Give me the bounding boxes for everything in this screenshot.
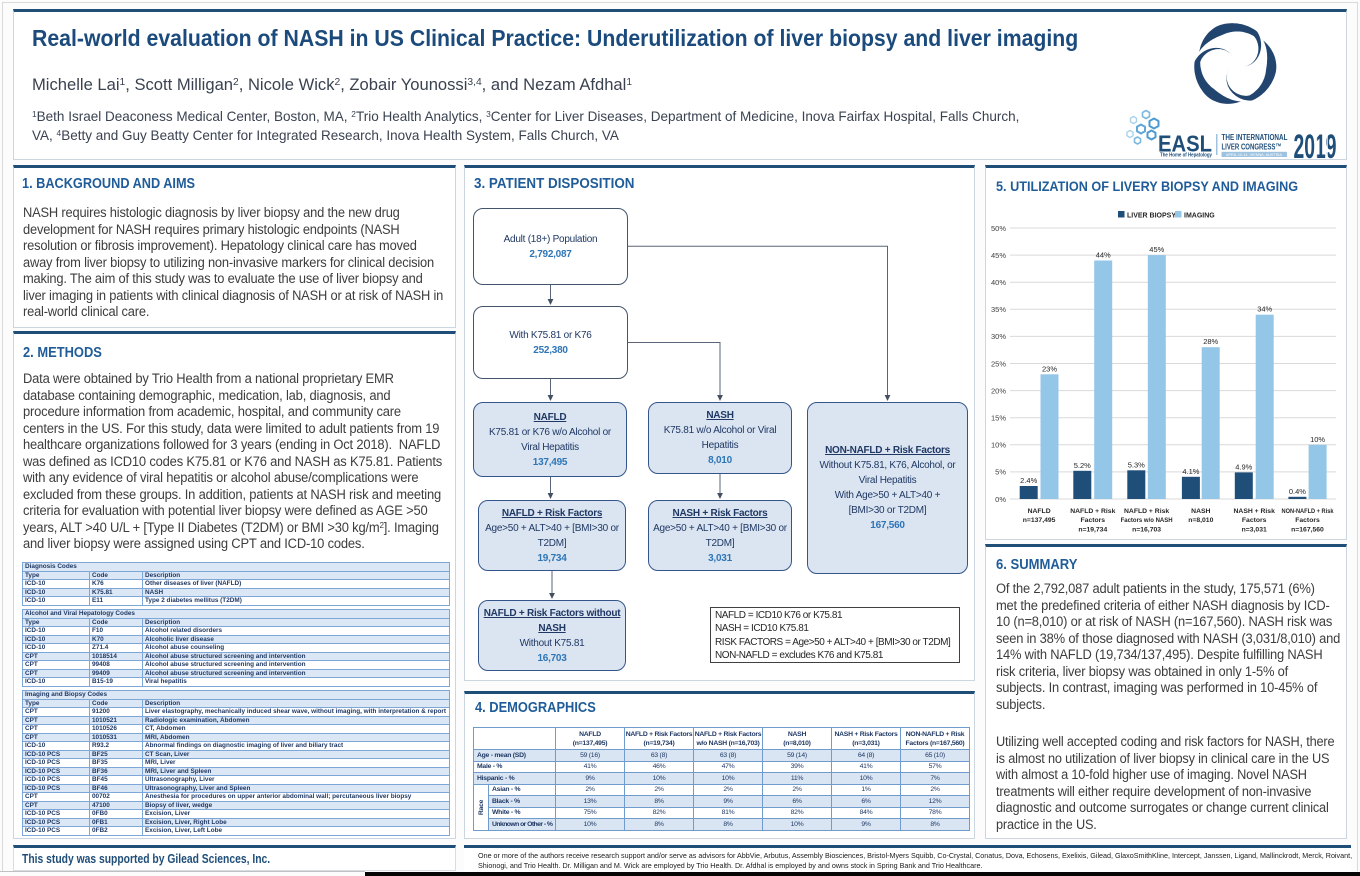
svg-text:NASH + Risk: NASH + Risk [1234, 508, 1276, 515]
svg-text:n=16,703: n=16,703 [1132, 526, 1161, 533]
svg-text:Factors: Factors [1081, 517, 1106, 524]
svg-text:44%: 44% [1096, 251, 1111, 260]
svg-text:n=19,734: n=19,734 [1078, 526, 1107, 533]
svg-text:45%: 45% [1149, 245, 1164, 254]
svg-text:4.9%: 4.9% [1235, 462, 1252, 471]
svg-text:2.4%: 2.4% [1020, 476, 1037, 485]
svg-text:23%: 23% [1042, 364, 1057, 373]
svg-text:LIVER BIOPSY: LIVER BIOPSY [1127, 212, 1176, 219]
svg-text:NAFLD + Risk: NAFLD + Risk [1070, 508, 1115, 515]
svg-text:n=8,010: n=8,010 [1188, 517, 1213, 524]
svg-text:THE INTERNATIONAL: THE INTERNATIONAL [1222, 132, 1288, 142]
svg-text:15%: 15% [991, 414, 1006, 423]
svg-text:4.1%: 4.1% [1182, 467, 1199, 476]
svg-text:5.3%: 5.3% [1128, 460, 1145, 469]
svg-text:45%: 45% [991, 251, 1006, 260]
svg-text:NAFLD: NAFLD [1028, 508, 1051, 515]
svg-text:n=167,560: n=167,560 [1291, 526, 1324, 533]
svg-text:0.4%: 0.4% [1289, 487, 1306, 496]
svg-text:n=137,495: n=137,495 [1023, 517, 1056, 524]
svg-text:20%: 20% [991, 386, 1006, 395]
svg-text:25%: 25% [991, 359, 1006, 368]
svg-text:10%: 10% [991, 441, 1006, 450]
svg-text:5%: 5% [995, 468, 1006, 477]
svg-text:NON-NAFLD + Risk: NON-NAFLD + Risk [1282, 508, 1334, 515]
svg-text:28%: 28% [1203, 337, 1218, 346]
svg-text:n=3,031: n=3,031 [1242, 526, 1267, 533]
svg-text:Factors: Factors [1295, 517, 1320, 524]
svg-text:35%: 35% [991, 305, 1006, 314]
svg-text:0%: 0% [995, 495, 1006, 504]
svg-text:50%: 50% [991, 224, 1006, 233]
svg-text:Factors: Factors [1242, 517, 1267, 524]
svg-text:10%: 10% [1310, 435, 1325, 444]
svg-text:NAFLD + Risk: NAFLD + Risk [1124, 508, 1169, 515]
svg-text:40%: 40% [991, 278, 1006, 287]
svg-text:The Home of Hepatology: The Home of Hepatology [1160, 153, 1213, 159]
svg-text:IMAGING: IMAGING [1184, 212, 1215, 219]
svg-text:30%: 30% [991, 332, 1006, 341]
svg-text:2019: 2019 [1294, 128, 1337, 165]
svg-text:Factors w/o NASH: Factors w/o NASH [1121, 517, 1173, 524]
svg-text:34%: 34% [1257, 305, 1272, 314]
svg-text:EASL: EASL [1158, 131, 1212, 157]
svg-text:5.2%: 5.2% [1074, 461, 1091, 470]
svg-text:LIVER CONGRESS™: LIVER CONGRESS™ [1222, 142, 1282, 152]
svg-text:APRIL 10-14, VIENNA, AUSTRIA: APRIL 10-14, VIENNA, AUSTRIA [1226, 153, 1282, 157]
svg-text:NASH: NASH [1191, 508, 1210, 515]
